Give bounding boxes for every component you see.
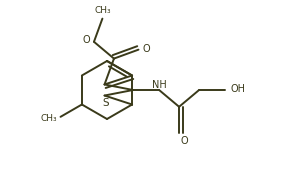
Text: O: O [82,35,90,45]
Text: S: S [102,98,109,108]
Text: O: O [143,44,150,54]
Text: CH₃: CH₃ [40,114,57,123]
Text: OH: OH [231,84,246,94]
Text: O: O [180,136,188,146]
Text: NH: NH [152,80,166,90]
Text: CH₃: CH₃ [94,6,111,15]
